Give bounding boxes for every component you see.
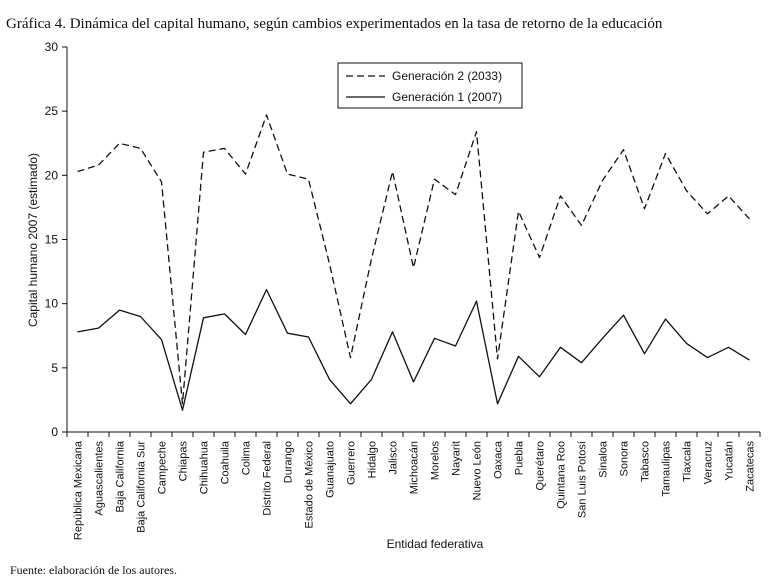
x-axis-label: Entidad federativa <box>387 537 484 551</box>
y-tick-label: 25 <box>45 104 59 118</box>
x-tick-label: Campeche <box>157 441 169 494</box>
x-tick-label: Colima <box>241 440 253 475</box>
x-tick-label: Guanajuato <box>325 441 337 498</box>
x-tick-labels: República Mexicana Aguascalientes Baja Cal… <box>73 440 757 540</box>
y-tick-label: 10 <box>45 297 59 311</box>
x-tick-label: Tabasco <box>640 441 652 482</box>
series-line-generacion-2 <box>77 114 750 405</box>
legend-label-generacion-2: Generación 2 (2033) <box>392 69 502 83</box>
x-tick-label: Jalisco <box>388 441 400 475</box>
legend-label-generacion-1: Generación 1 (2007) <box>392 90 502 104</box>
x-tick-label: Veracruz <box>703 441 715 484</box>
x-tick-label: Querétaro <box>535 441 547 491</box>
y-tick-label: 15 <box>45 233 59 247</box>
y-tick-labels: 0 5 10 15 20 25 30 <box>45 40 59 439</box>
chart-title: Gráfica 4. Dinámica del capital humano, … <box>6 16 663 32</box>
x-tick-label: Michoacán <box>409 441 421 494</box>
series-line-generacion-1 <box>77 288 750 411</box>
x-tick-label: Sinaloa <box>598 440 610 478</box>
x-tick-label: Morelos <box>430 441 442 481</box>
x-tick-label: Oaxaca <box>493 440 505 479</box>
x-tick-label: Chiapas <box>178 441 190 482</box>
x-tick-label: Nayarit <box>451 441 463 476</box>
x-tick-label: Puebla <box>514 440 526 475</box>
x-tick-label: Sonora <box>619 440 631 476</box>
x-tick-label: Nuevo León <box>472 441 484 500</box>
y-tick-label: 20 <box>45 168 59 182</box>
y-axis-label: Capital humano 2007 (estimado) <box>26 153 40 327</box>
x-tick-label: Yucatán <box>724 441 736 481</box>
y-tick-label: 5 <box>51 361 58 375</box>
legend-box <box>337 62 523 109</box>
chart-axes <box>62 46 761 437</box>
x-tick-label: Distrito Federal <box>262 441 274 516</box>
x-tick-label: Baja California <box>115 440 127 512</box>
legend: Generación 2 (2033) Generación 1 (2007) <box>337 62 523 109</box>
x-tick-label: Quintana Roo <box>556 441 568 509</box>
x-tick-label: Coahuila <box>220 440 232 484</box>
x-tick-label: Estado de México <box>304 441 316 528</box>
x-tick-label: Guerrero <box>346 441 358 485</box>
x-tick-label: Aguascalientes <box>94 441 106 516</box>
x-tick-label: San Luis Potosí <box>577 441 589 518</box>
y-tick-label: 0 <box>51 425 58 439</box>
x-tick-label: Durango <box>283 441 295 483</box>
x-tick-label: Tamaulipas <box>661 441 673 497</box>
x-tick-label: Zacatecas <box>745 441 757 492</box>
x-tick-label: Baja California Sur <box>136 441 148 533</box>
y-tick-label: 30 <box>45 40 59 54</box>
series-lines <box>77 114 750 411</box>
x-tick-label: Tlaxcala <box>682 440 694 482</box>
x-tick-label: República Mexicana <box>73 440 85 540</box>
x-tick-label: Chihuahua <box>199 440 211 494</box>
source-note: Fuente: elaboración de los autores. <box>10 563 177 577</box>
x-tick-label: Hidalgo <box>367 441 379 478</box>
